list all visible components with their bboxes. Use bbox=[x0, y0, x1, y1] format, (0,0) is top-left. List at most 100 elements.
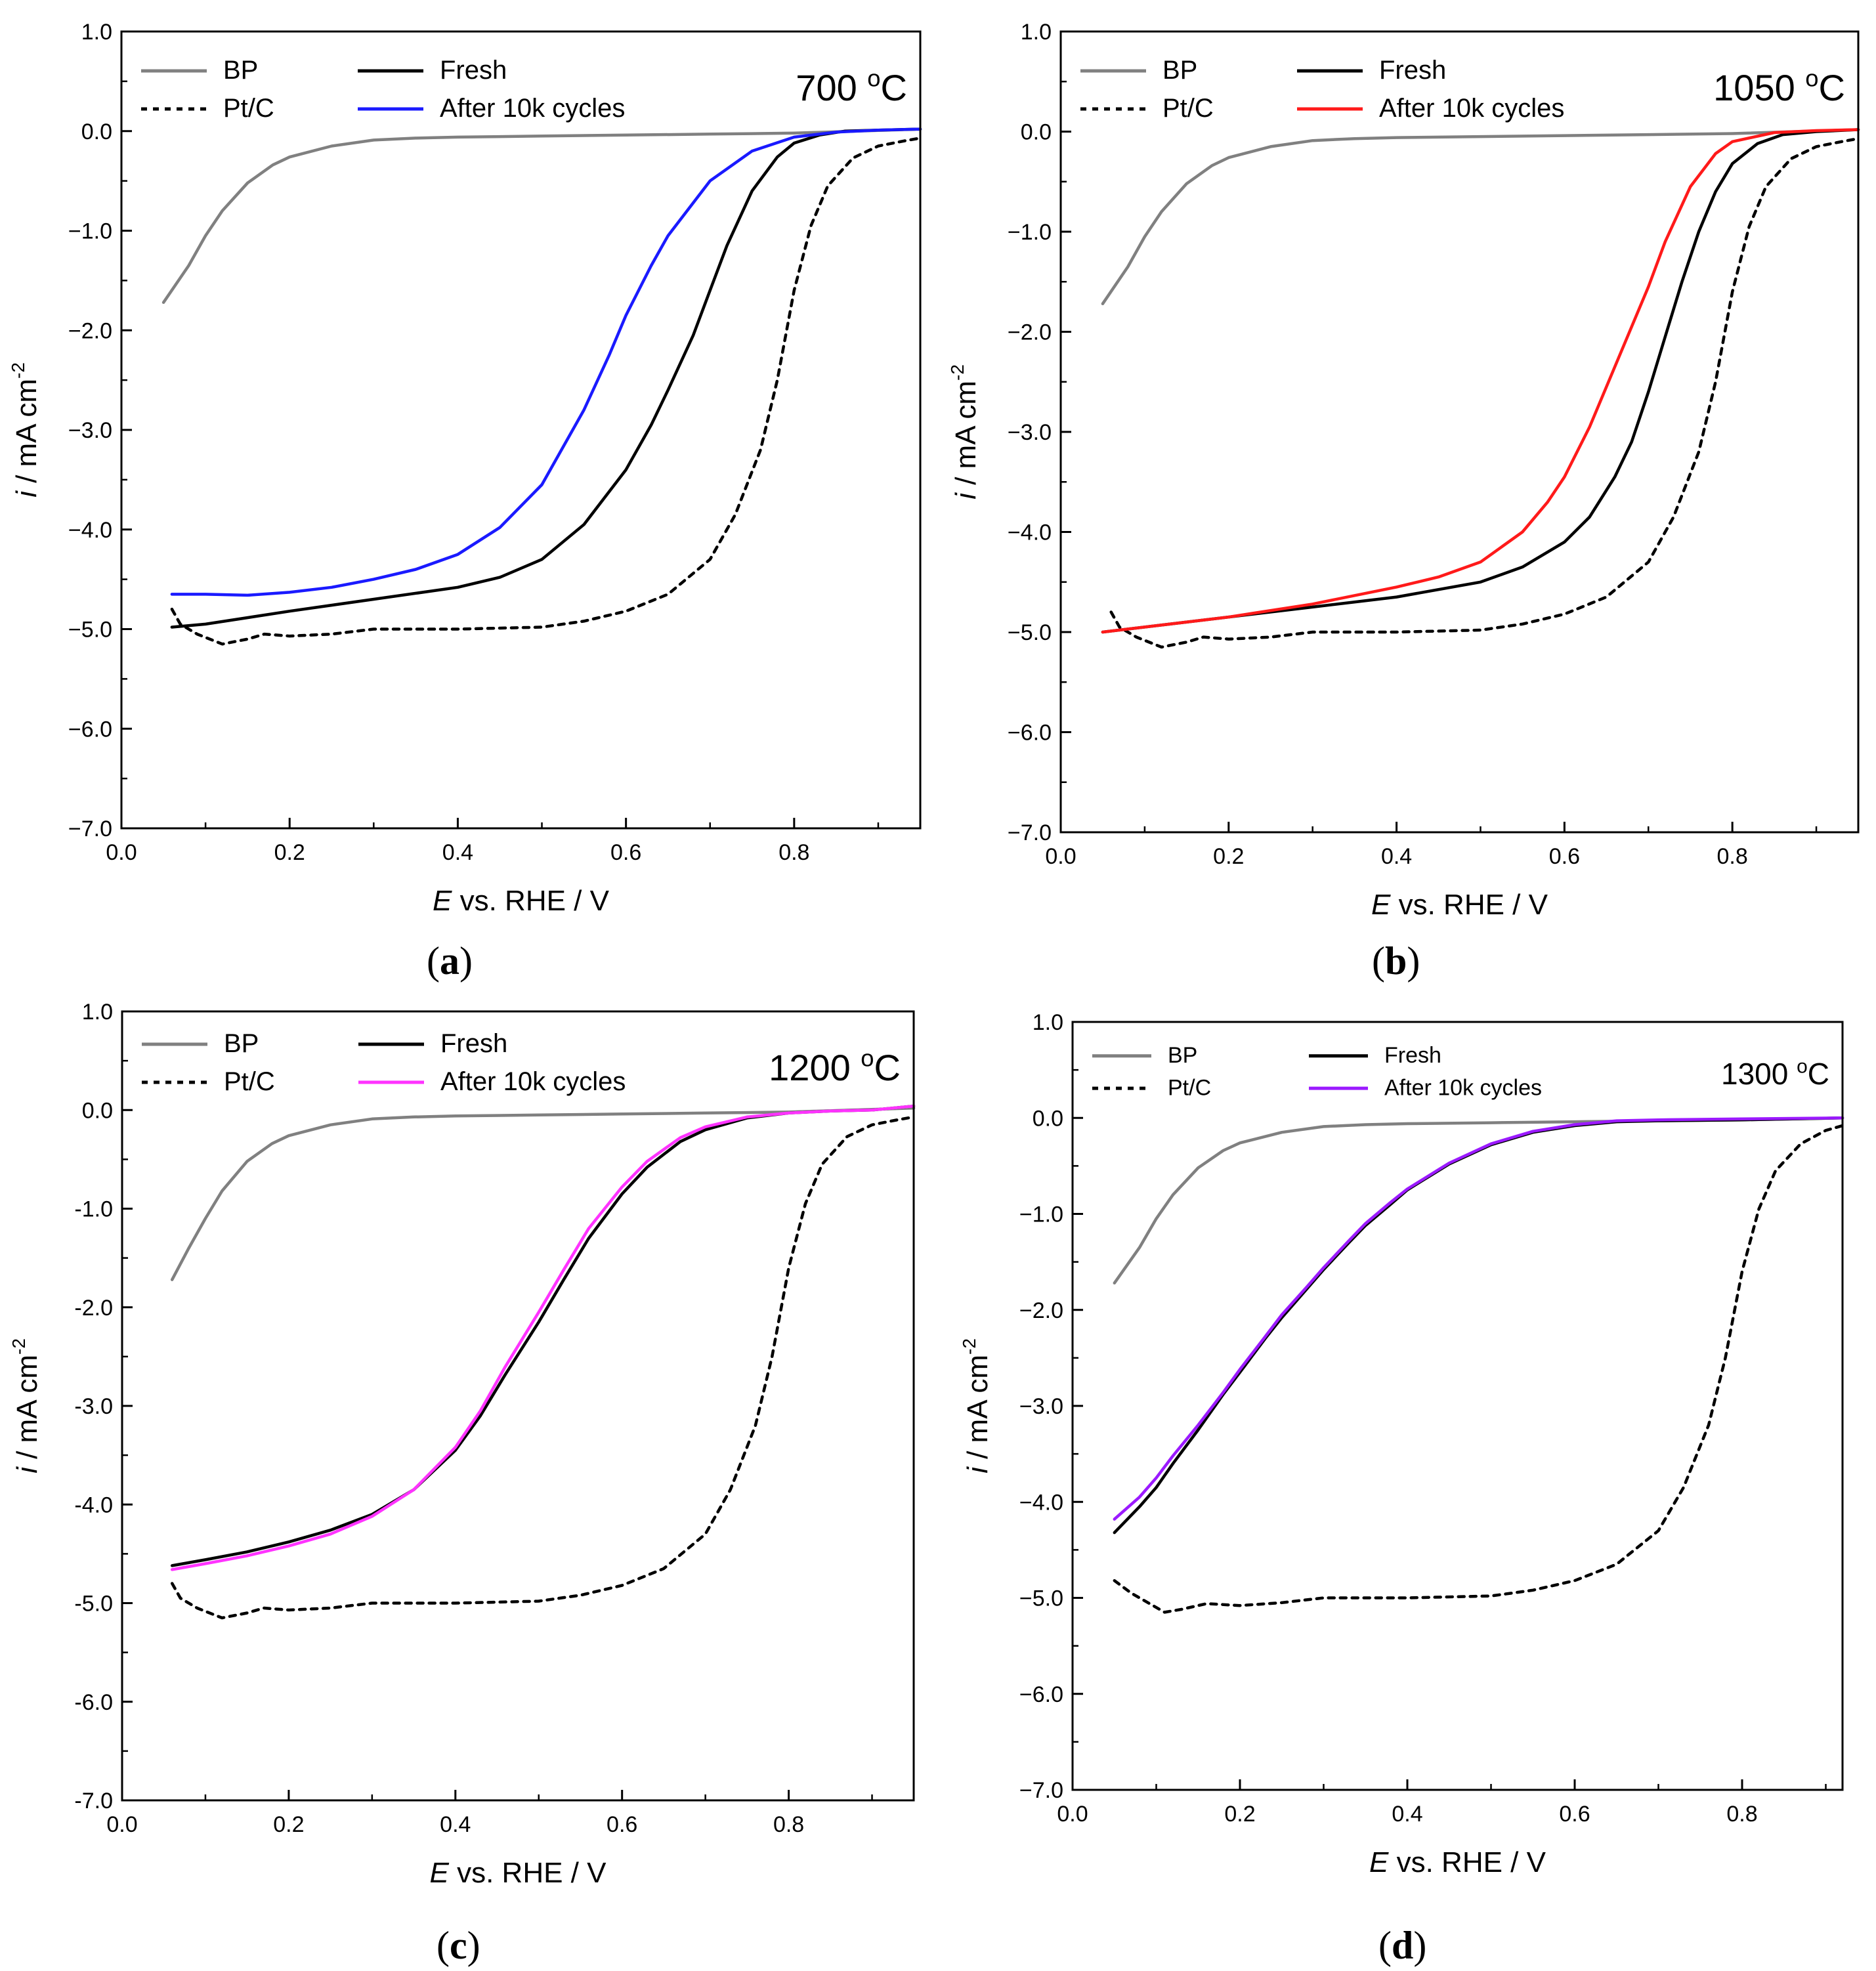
x-tick-label: 0.6 bbox=[610, 840, 641, 865]
series-group bbox=[1101, 128, 1860, 649]
legend-label: BP bbox=[224, 1029, 259, 1058]
series-line-after-10k-cycles bbox=[170, 1104, 916, 1571]
y-tick-label: 0.0 bbox=[1033, 1106, 1063, 1131]
series-group bbox=[1113, 1116, 1844, 1614]
series-line-after-10k-cycles bbox=[170, 127, 922, 597]
y-tick-label: -2.0 bbox=[74, 1296, 113, 1321]
legend-item: After 10k cycles bbox=[358, 1067, 626, 1096]
legend-label: Fresh bbox=[440, 56, 507, 85]
y-tick-label: −6.0 bbox=[68, 717, 112, 742]
y-axis-title-superscript: -2 bbox=[959, 1338, 979, 1355]
series-line-fresh bbox=[1113, 1116, 1844, 1535]
y-tick-label: −6.0 bbox=[1019, 1682, 1063, 1707]
y-tick-label: 0.0 bbox=[1021, 120, 1052, 145]
temperature-unit: C bbox=[874, 1047, 901, 1088]
y-axis-title-rest: / mA cm bbox=[950, 381, 982, 493]
x-axis-title-italic: E bbox=[1369, 1846, 1389, 1878]
y-tick-label: 1.0 bbox=[82, 1000, 113, 1025]
y-tick-label: 1.0 bbox=[1033, 1010, 1063, 1035]
legend-label: BP bbox=[223, 56, 258, 85]
series-group bbox=[170, 1104, 916, 1620]
temperature-annotation: 1050 oC bbox=[1713, 65, 1845, 108]
legend-label: After 10k cycles bbox=[1379, 94, 1564, 123]
y-axis-title-rest: / mA cm bbox=[11, 379, 43, 491]
y-tick-label: -5.0 bbox=[74, 1592, 113, 1617]
y-tick-label: −4.0 bbox=[1008, 520, 1052, 545]
legend-item: Pt/C bbox=[1092, 1075, 1211, 1100]
series-line-pt-c bbox=[1109, 137, 1860, 649]
legend-item: Pt/C bbox=[1080, 94, 1214, 123]
x-tick-label: 0.8 bbox=[1717, 844, 1748, 869]
x-axis-title-rest: vs. RHE / V bbox=[449, 1857, 607, 1889]
legend-item: BP bbox=[1092, 1043, 1197, 1068]
series-line-after-10k-cycles bbox=[1113, 1116, 1844, 1521]
legend-label: Fresh bbox=[1379, 56, 1446, 85]
chart-svg: 0.0 0.2 0.4 0.6 0.8 1.0 0.0 −1.0 −2.0 −3.0 −4.0 −5.… bbox=[8, 20, 922, 917]
series-group bbox=[161, 127, 922, 646]
y-tick-label: −6.0 bbox=[1008, 721, 1052, 746]
temperature-value: 700 bbox=[796, 67, 867, 108]
y-axis-title-italic: i bbox=[11, 1466, 43, 1473]
y-tick-label: −1.0 bbox=[1008, 220, 1052, 245]
temperature-unit: C bbox=[1819, 67, 1845, 108]
y-tick-label: −2.0 bbox=[68, 318, 112, 343]
legend-item: After 10k cycles bbox=[358, 94, 625, 123]
legend-item: Pt/C bbox=[142, 1067, 275, 1096]
x-tick-label: 0.6 bbox=[1559, 1802, 1590, 1827]
x-tick-label: 0.4 bbox=[1381, 844, 1412, 869]
y-tick-label: −3.0 bbox=[1008, 420, 1052, 445]
y-axis-title: i / mA cm-2 bbox=[947, 364, 982, 499]
legend-item: Fresh bbox=[358, 1029, 507, 1058]
x-tick-label: 0.2 bbox=[1224, 1802, 1255, 1827]
x-tick-label: 0.8 bbox=[773, 1812, 804, 1837]
x-axis-title-rest: vs. RHE / V bbox=[452, 885, 609, 917]
legend-item: Fresh bbox=[1297, 56, 1446, 85]
y-tick-label: −5.0 bbox=[1008, 620, 1052, 645]
legend-item: After 10k cycles bbox=[1309, 1075, 1542, 1100]
legend-label: Pt/C bbox=[1168, 1075, 1211, 1100]
x-tick-label: 0.4 bbox=[440, 1812, 471, 1837]
x-axis-title-rest: vs. RHE / V bbox=[1390, 889, 1548, 921]
x-tick-label: 0.0 bbox=[1045, 844, 1076, 869]
series-line-fresh bbox=[170, 127, 922, 629]
chart-panel-c: 0.0 0.2 0.4 0.6 0.8 1.0 0.0 -1.0 -2.0 -3.0 -4.0 -5.… bbox=[0, 985, 938, 1971]
y-axis-title-italic: i bbox=[11, 490, 43, 498]
x-axis-title: E vs. RHE / V bbox=[1369, 1846, 1546, 1878]
y-axis-title: i / mA cm-2 bbox=[8, 362, 43, 498]
x-axis-title-rest: vs. RHE / V bbox=[1388, 1846, 1546, 1878]
legend-label: After 10k cycles bbox=[440, 94, 625, 123]
y-tick-label: −3.0 bbox=[68, 418, 112, 443]
temperature-value: 1300 bbox=[1721, 1057, 1797, 1091]
x-axis-title-italic: E bbox=[433, 885, 452, 917]
x-tick-label: 0.8 bbox=[778, 840, 809, 865]
y-axis-title-superscript: -2 bbox=[8, 362, 28, 379]
legend-label: BP bbox=[1168, 1043, 1197, 1068]
y-tick-label: −4.0 bbox=[68, 518, 112, 543]
plot-frame bbox=[1059, 30, 1860, 834]
y-axis-title-rest: / mA cm bbox=[11, 1355, 43, 1467]
x-axis-title: E vs. RHE / V bbox=[433, 885, 610, 917]
x-tick-label: 0.4 bbox=[442, 840, 473, 865]
x-tick-label: 0.0 bbox=[106, 1812, 137, 1837]
y-tick-label: −4.0 bbox=[1019, 1490, 1063, 1515]
legend-label: Pt/C bbox=[1162, 94, 1214, 123]
y-axis-title-italic: i bbox=[950, 492, 982, 499]
legend-item: Fresh bbox=[1309, 1043, 1441, 1068]
y-tick-label: −2.0 bbox=[1008, 320, 1052, 345]
y-axis-title-superscript: -2 bbox=[947, 364, 968, 381]
y-tick-label: 1.0 bbox=[81, 20, 112, 45]
y-tick-label: -1.0 bbox=[74, 1197, 113, 1222]
legend-label: Fresh bbox=[1384, 1043, 1441, 1068]
series-line-bp bbox=[161, 127, 922, 305]
temperature-annotation: 1200 oC bbox=[769, 1045, 901, 1088]
y-tick-label: −7.0 bbox=[68, 816, 112, 841]
series-line-bp bbox=[1113, 1116, 1844, 1285]
legend-label: Pt/C bbox=[224, 1067, 275, 1096]
panel-label-a: (a) bbox=[427, 939, 473, 983]
y-tick-label: −5.0 bbox=[1019, 1586, 1063, 1611]
legend-label: Fresh bbox=[440, 1029, 507, 1058]
y-tick-label: −1.0 bbox=[68, 219, 112, 244]
x-tick-label: 0.2 bbox=[1213, 844, 1244, 869]
plot-frame bbox=[121, 1010, 915, 1802]
